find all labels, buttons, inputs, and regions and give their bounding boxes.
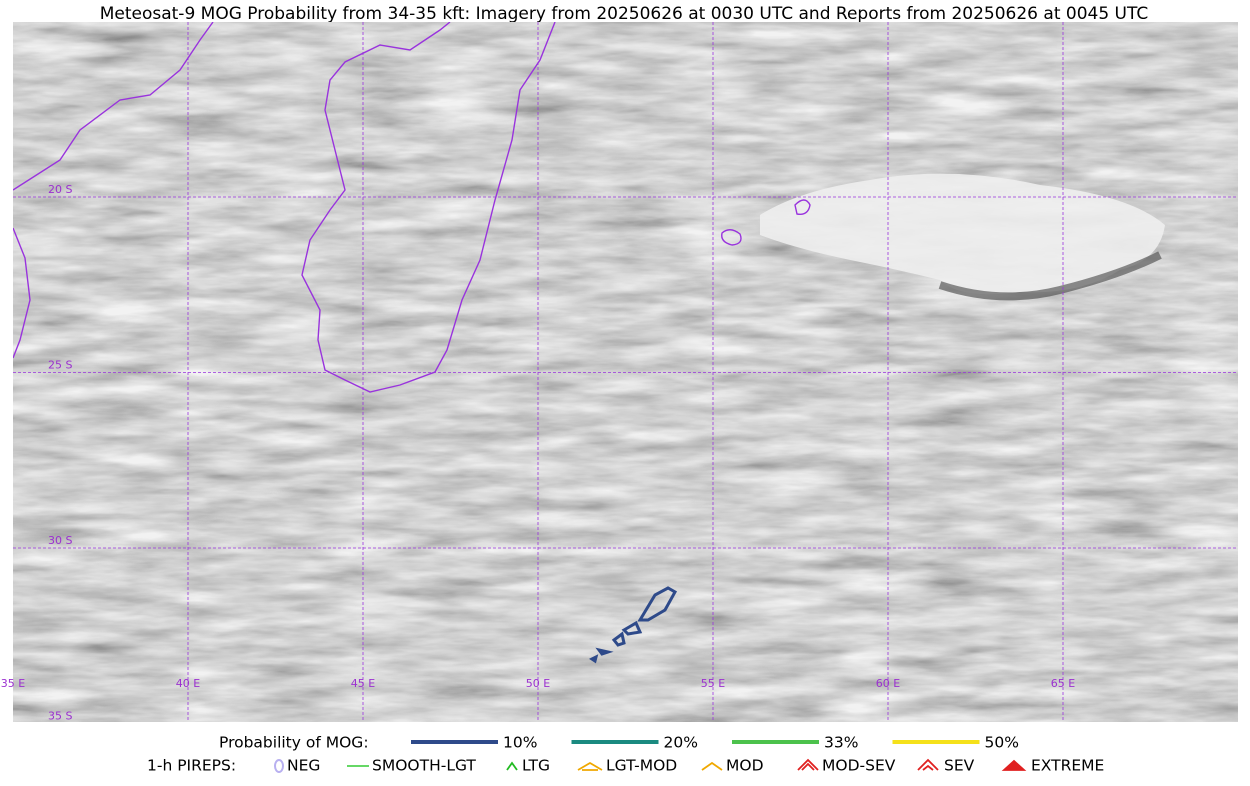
legend-item: LGT-MOD bbox=[606, 757, 677, 775]
legend-item: SMOOTH-LGT bbox=[372, 757, 476, 775]
legend-item: 33% bbox=[824, 734, 858, 752]
lon-label: 45 E bbox=[351, 677, 375, 690]
legend-icon bbox=[506, 761, 518, 771]
legend-label: 1-h PIREPS: bbox=[147, 757, 236, 775]
legend-item: NEG bbox=[287, 757, 320, 775]
lat-label: 25 S bbox=[48, 359, 72, 372]
grid-labels: 35 E 40 E 45 E 50 E 55 E 60 E 65 E 20 S 25 S 30 S… bbox=[1, 183, 1075, 723]
legend-icon bbox=[917, 758, 939, 771]
legend-icon bbox=[701, 761, 723, 771]
mog-contours bbox=[589, 586, 678, 664]
lat-label: 20 S bbox=[48, 183, 72, 196]
map bbox=[13, 22, 1238, 722]
legend-item: 20% bbox=[664, 734, 698, 752]
lon-label: 35 E bbox=[1, 677, 25, 690]
lon-label: 65 E bbox=[1051, 677, 1075, 690]
legend-icon bbox=[577, 761, 603, 771]
lat-label: 35 S bbox=[48, 710, 72, 723]
title: Meteosat-9 MOG Probability from 34-35 kf… bbox=[100, 4, 1149, 24]
lon-label: 60 E bbox=[876, 677, 900, 690]
legend-item: LTG bbox=[522, 757, 550, 775]
legend-label: Probability of MOG: bbox=[219, 734, 369, 752]
legend-item: MOD bbox=[726, 757, 764, 775]
legend-item: 10% bbox=[503, 734, 537, 752]
legend-icon bbox=[797, 758, 819, 771]
cloud-band bbox=[760, 173, 1165, 295]
legend: Probability of MOG: 10% 20% 33% 50% 1-h PIREP… bbox=[147, 734, 1104, 775]
legend-item: MOD-SEV bbox=[822, 757, 896, 775]
coastlines bbox=[13, 22, 811, 393]
lat-label: 30 S bbox=[48, 534, 72, 547]
cloud-shadow bbox=[938, 251, 1162, 301]
lon-label: 55 E bbox=[701, 677, 725, 690]
legend-item: EXTREME bbox=[1031, 757, 1104, 775]
satellite-imagery bbox=[13, 22, 1238, 722]
legend-item: 50% bbox=[985, 734, 1019, 752]
legend-item: SEV bbox=[944, 757, 975, 775]
graticule bbox=[13, 22, 1238, 722]
legend-icon bbox=[274, 759, 284, 773]
legend-icon bbox=[1001, 759, 1027, 771]
lon-label: 40 E bbox=[176, 677, 200, 690]
lon-label: 50 E bbox=[526, 677, 550, 690]
